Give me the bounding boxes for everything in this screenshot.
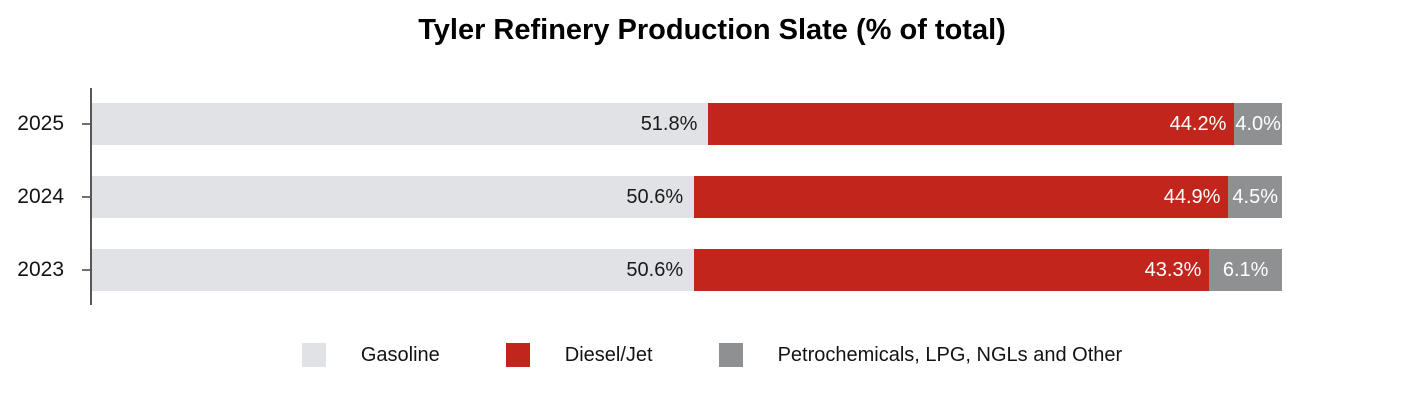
legend-label: Petrochemicals, LPG, NGLs and Other — [777, 343, 1123, 366]
legend-swatch — [301, 343, 326, 367]
bar-value-label: 4.0% — [1235, 112, 1281, 135]
bar-segment-gasoline: 50.6% — [92, 176, 695, 218]
bar-value-label: 51.8% — [640, 112, 698, 135]
bar-value-label: 43.3% — [1144, 258, 1202, 281]
y-axis-label: 2024 — [17, 185, 64, 208]
bar-row: 2024 50.6% 44.9% 4.5% — [0, 176, 1424, 218]
bar-segment-diesel-jet: 43.3% — [694, 249, 1210, 291]
bar-segment-diesel-jet: 44.9% — [694, 176, 1229, 218]
bar-segment-gasoline: 51.8% — [92, 103, 709, 145]
y-axis-label: 2025 — [17, 112, 64, 135]
bar-value-label: 44.9% — [1163, 185, 1221, 208]
axis-tick-mark — [82, 196, 90, 198]
legend-swatch — [505, 343, 530, 367]
stacked-bar: 50.6% 43.3% 6.1% — [92, 249, 1282, 291]
bar-segment-petrochemicals-lpg-ngls-other: 4.5% — [1228, 176, 1282, 218]
bar-value-label: 50.6% — [626, 258, 684, 281]
bar-value-label: 44.2% — [1169, 112, 1227, 135]
legend-item-gasoline: Gasoline — [301, 343, 440, 367]
stacked-bar: 50.6% 44.9% 4.5% — [92, 176, 1282, 218]
bar-value-label: 4.5% — [1232, 185, 1278, 208]
legend-item-petrochemicals-lpg-ngls-other: Petrochemicals, LPG, NGLs and Other — [718, 343, 1123, 367]
chart-title: Tyler Refinery Production Slate (% of to… — [418, 14, 1006, 46]
y-axis-label: 2023 — [17, 258, 64, 281]
legend-label: Diesel/Jet — [564, 343, 653, 366]
axis-tick-mark — [82, 269, 90, 271]
bar-segment-gasoline: 50.6% — [92, 249, 695, 291]
legend-item-diesel-jet: Diesel/Jet — [505, 343, 653, 367]
bar-row: 2025 51.8% 44.2% 4.0% — [0, 103, 1424, 145]
axis-tick-mark — [82, 123, 90, 125]
legend-label: Gasoline — [360, 343, 440, 366]
legend: Gasoline Diesel/Jet Petrochemicals, LPG, N… — [0, 343, 1424, 367]
stacked-bar: 51.8% 44.2% 4.0% — [92, 103, 1282, 145]
y-axis-line — [90, 88, 92, 305]
bar-segment-petrochemicals-lpg-ngls-other: 6.1% — [1209, 249, 1282, 291]
bar-row: 2023 50.6% 43.3% 6.1% — [0, 249, 1424, 291]
bar-segment-diesel-jet: 44.2% — [708, 103, 1235, 145]
legend-swatch — [718, 343, 743, 367]
bar-value-label: 50.6% — [626, 185, 684, 208]
bar-segment-petrochemicals-lpg-ngls-other: 4.0% — [1234, 103, 1282, 145]
bar-value-label: 6.1% — [1222, 258, 1269, 281]
